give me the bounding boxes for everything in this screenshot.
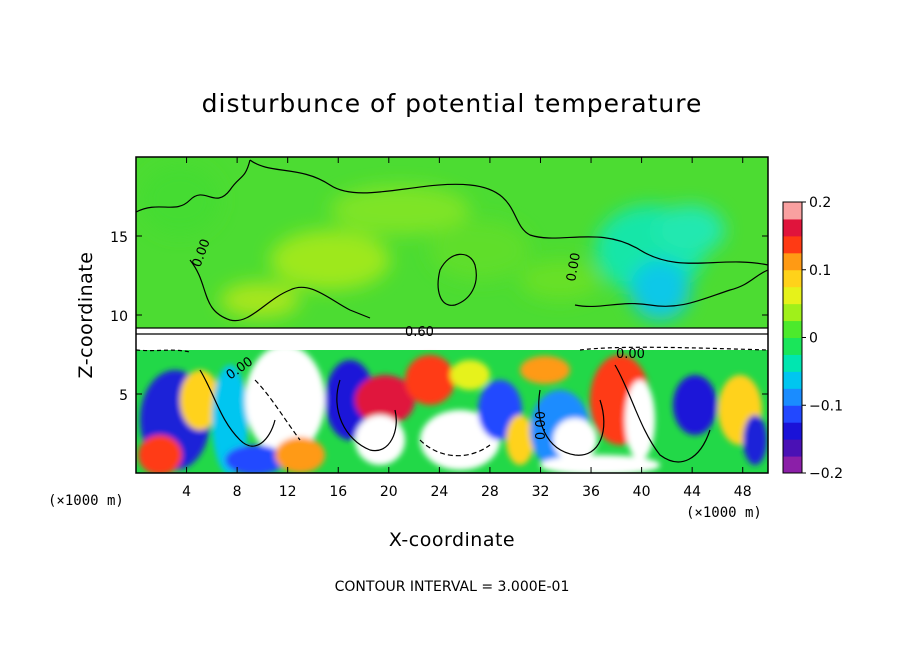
colorbar-swatch — [783, 439, 802, 457]
chart-title: disturbunce of potential temperature — [202, 89, 703, 118]
colorbar-tick-label: −0.2 — [809, 466, 843, 482]
x-tick-label: 44 — [683, 484, 701, 500]
x-tick-label: 36 — [582, 484, 600, 500]
contour-lines — [136, 159, 768, 463]
contour-label: 0.00 — [564, 252, 584, 283]
colorbar-swatch — [783, 269, 802, 288]
colorbar-swatch — [783, 337, 802, 355]
y-axis: 5 10 15 — [110, 230, 768, 404]
colorbar-tick-label: −0.1 — [809, 398, 843, 414]
colorbar-swatch — [783, 371, 802, 389]
y-tick-label: 5 — [119, 388, 128, 404]
colorbar-tick-label: 0 — [809, 331, 818, 347]
colorbar-tick-label: 0.2 — [809, 195, 831, 211]
x-unit-left: (×1000 m) — [48, 493, 124, 509]
x-tick-label: 16 — [329, 484, 347, 500]
x-tick-label: 8 — [233, 484, 242, 500]
colorbar-swatch — [783, 388, 802, 406]
x-tick-label: 24 — [430, 484, 448, 500]
colorbar-swatch — [783, 303, 802, 322]
x-tick-label: 28 — [481, 484, 499, 500]
x-tick-label: 20 — [380, 484, 398, 500]
colorbar-swatch — [783, 320, 802, 338]
colorbar-swatch — [783, 235, 802, 254]
x-axis-label: X-coordinate — [389, 529, 515, 551]
colorbar-swatch — [783, 286, 802, 305]
lower-field-shading — [138, 345, 767, 473]
x-tick-label: 40 — [633, 484, 651, 500]
colorbar-swatch — [783, 202, 802, 220]
y-tick-label: 15 — [110, 230, 128, 246]
colorbar-swatch — [783, 422, 802, 440]
y-axis-label: Z-coordinate — [75, 252, 97, 379]
x-unit-right: (×1000 m) — [686, 505, 762, 521]
colorbar-swatch — [783, 354, 802, 372]
colorbar-swatch — [783, 252, 802, 271]
colorbar-swatch — [783, 456, 802, 474]
colorbar-swatch — [783, 218, 802, 237]
plot-area: 0.00 0.00 0.60 0.00 0.00 0.00 — [136, 157, 768, 473]
transition-band — [136, 328, 768, 350]
colorbar-tick-label: 0.1 — [809, 263, 831, 279]
x-tick-label: 4 — [182, 484, 191, 500]
contour-interval-note: CONTOUR INTERVAL = 3.000E-01 — [335, 579, 570, 595]
contour-label: 0.60 — [405, 325, 434, 340]
colorbar-swatch — [783, 405, 802, 423]
upper-field-shading — [140, 165, 725, 320]
x-tick-label: 48 — [734, 484, 752, 500]
y-tick-label: 10 — [110, 309, 128, 325]
x-axis: 4 8 12 16 20 24 28 32 36 40 44 48 — [182, 157, 752, 500]
x-tick-label: 32 — [532, 484, 550, 500]
contour-label: 0.00 — [616, 347, 645, 362]
contour-label: 0.00 — [534, 411, 549, 440]
colorbar: 0.2 0.1 0 −0.1 −0.2 — [782, 195, 843, 482]
x-tick-label: 12 — [279, 484, 297, 500]
